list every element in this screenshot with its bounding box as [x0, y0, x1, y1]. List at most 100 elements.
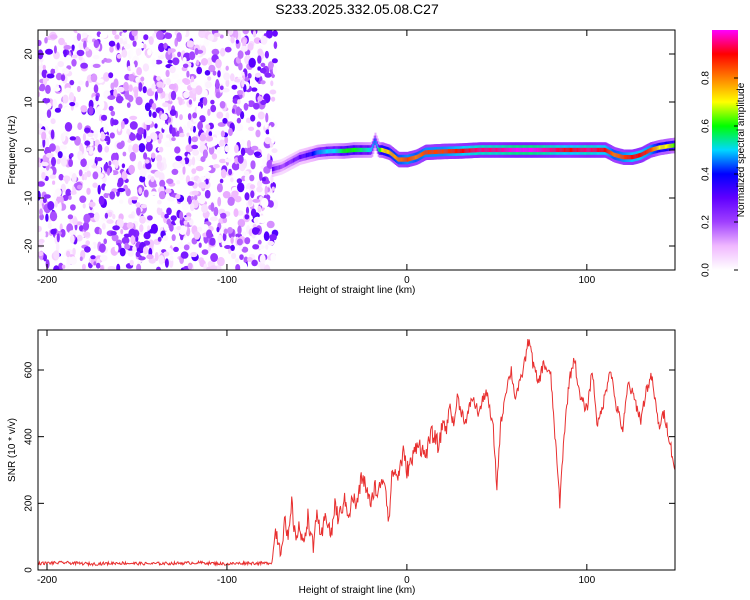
signal-cell — [539, 147, 542, 153]
noise-cell — [58, 173, 64, 181]
snr-ytick-label: 400 — [24, 428, 35, 445]
noise-cell — [171, 73, 179, 80]
noise-cell — [78, 169, 83, 177]
signal-cell — [417, 154, 420, 159]
noise-cell — [161, 90, 166, 99]
noise-cell — [238, 62, 243, 71]
signal-cell — [298, 155, 301, 160]
signal-cell — [404, 157, 407, 162]
noise-cell — [79, 154, 84, 160]
signal-cell — [583, 147, 586, 153]
signal-cell — [547, 147, 550, 153]
noise-cell — [139, 175, 146, 183]
noise-cell — [235, 258, 239, 263]
noise-cell — [174, 146, 181, 154]
signal-cell — [484, 147, 487, 153]
noise-cell — [53, 265, 60, 270]
noise-cell — [177, 51, 182, 58]
noise-cell — [93, 39, 100, 49]
noise-cell — [249, 184, 256, 190]
noise-cell — [239, 254, 244, 260]
noise-cell — [147, 225, 151, 231]
noise-cell — [220, 47, 226, 57]
noise-cell — [117, 177, 124, 187]
signal-cell — [576, 147, 579, 153]
noise-cell — [210, 202, 215, 212]
noise-cell — [166, 207, 172, 216]
noise-cell — [255, 129, 261, 138]
signal-cell — [491, 147, 494, 153]
signal-cell — [483, 147, 486, 153]
noise-cell — [182, 165, 186, 175]
signal-cell — [309, 152, 312, 157]
signal-cell — [503, 147, 505, 153]
noise-cell — [79, 256, 83, 262]
noise-cell — [230, 73, 235, 82]
noise-cell — [251, 87, 258, 92]
signal-cell — [464, 148, 467, 153]
signal-cell — [419, 152, 422, 158]
noise-cell — [129, 133, 136, 141]
signal-cell — [521, 147, 524, 153]
signal-cell — [345, 148, 348, 153]
noise-cell — [83, 40, 87, 50]
noise-cell — [136, 263, 142, 270]
signal-cell — [585, 147, 587, 153]
noise-cell — [252, 244, 260, 250]
noise-cell — [180, 234, 184, 241]
noise-cell — [191, 156, 196, 166]
signal-cell — [518, 147, 521, 153]
signal-cell — [591, 147, 594, 153]
noise-cell — [272, 30, 278, 37]
noise-cell — [83, 231, 91, 237]
noise-cell — [183, 244, 190, 251]
noise-cell — [137, 160, 143, 171]
noise-cell — [200, 224, 206, 233]
noise-cell — [49, 211, 58, 222]
noise-cell — [195, 85, 203, 96]
signal-cell — [658, 145, 661, 150]
noise-cell — [195, 165, 204, 172]
noise-cell — [253, 37, 261, 44]
noise-cell — [192, 125, 196, 133]
noise-cell — [56, 158, 61, 165]
noise-cell — [217, 196, 222, 207]
noise-cell — [38, 181, 45, 187]
noise-cell — [265, 129, 270, 135]
signal-cell — [449, 149, 451, 154]
signal-cell — [564, 147, 567, 153]
noise-cell — [128, 228, 136, 238]
noise-cell — [107, 266, 116, 270]
noise-cell — [259, 67, 267, 74]
noise-cell — [222, 191, 231, 199]
signal-cell — [497, 147, 500, 153]
signal-cell — [639, 153, 641, 158]
noise-cell — [200, 156, 206, 163]
noise-cell — [248, 57, 256, 68]
signal-cell — [390, 151, 393, 156]
signal-cell — [560, 147, 563, 153]
signal-cell — [442, 149, 445, 154]
noise-cell — [38, 39, 42, 47]
noise-cell — [259, 262, 266, 270]
noise-cell — [47, 201, 55, 211]
noise-cell — [145, 123, 151, 131]
noise-cell — [235, 264, 241, 270]
noise-cell — [84, 47, 90, 52]
noise-cell — [135, 76, 141, 83]
noise-cell — [122, 30, 128, 33]
noise-cell — [106, 167, 111, 176]
signal-cell — [656, 146, 659, 151]
noise-cell — [144, 119, 152, 126]
signal-cell — [537, 147, 540, 153]
colorbar-tick-label: 0.0 — [701, 263, 712, 277]
signal-cell — [526, 147, 529, 153]
signal-cell — [500, 147, 503, 153]
signal-cell — [412, 156, 415, 161]
signal-cell — [456, 148, 459, 154]
noise-cell — [117, 122, 122, 132]
noise-cell — [230, 36, 235, 44]
noise-cell — [156, 206, 163, 216]
noise-cell — [72, 247, 76, 256]
noise-cell — [244, 175, 250, 182]
